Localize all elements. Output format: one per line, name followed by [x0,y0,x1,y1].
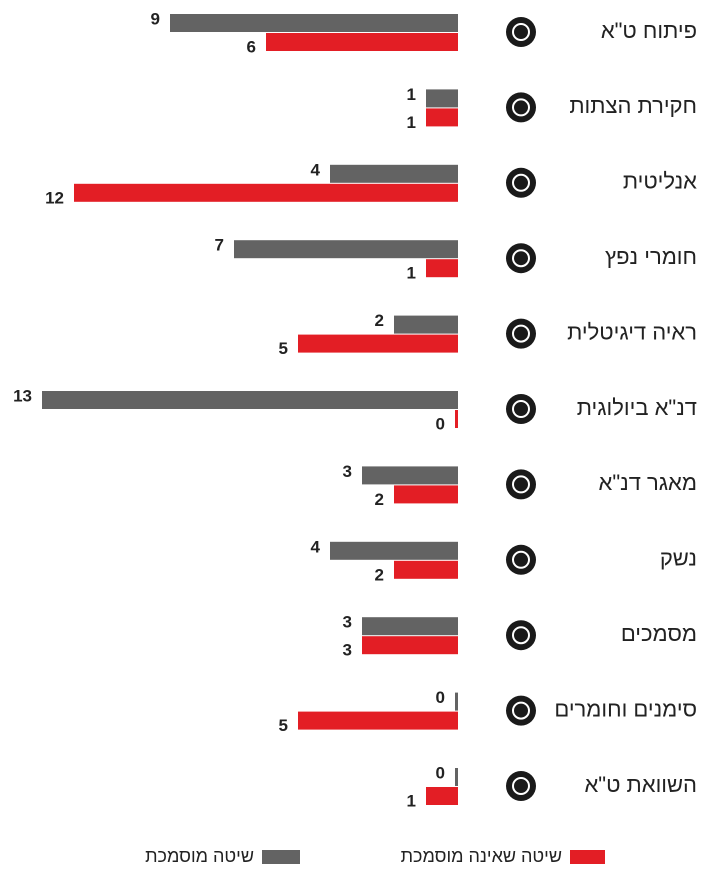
value-label: 12 [45,188,64,207]
icon-detail [512,98,530,117]
icon [506,92,536,123]
bar [426,259,458,278]
category-label: מאגר דנ"א [599,470,697,495]
icon [506,695,536,726]
icon [506,620,536,651]
bar [298,711,458,730]
legend-swatch [262,850,300,864]
category-label: פיתוח ט"א [601,18,697,43]
bar [455,768,458,786]
icon [506,544,536,575]
value-label: 4 [311,160,321,179]
value-label: 1 [407,264,416,283]
category-label: סימנים וחומרים [554,696,697,721]
icon [506,394,536,424]
icon [506,17,536,47]
value-label: 6 [247,37,256,56]
value-label: 7 [215,236,224,255]
bar [455,692,458,711]
bar [394,315,458,334]
icon-detail [512,475,530,494]
value-label: 1 [407,113,416,132]
icon [506,469,536,500]
bar [394,485,458,504]
category-label: חקירת הצתות [569,93,697,118]
bar [362,636,458,655]
category-label: השוואת ט"א [584,772,697,797]
icon-detail [512,249,530,268]
bar [266,33,458,51]
value-label: 3 [343,613,352,632]
bar [330,541,458,560]
bar [394,560,458,579]
bar [362,617,458,636]
category-label: נשק [660,546,697,571]
value-label: 2 [375,311,384,330]
icon [506,243,536,274]
value-label: 0 [436,414,445,433]
value-label: 2 [375,490,384,509]
icon-detail [512,173,530,192]
value-label: 3 [343,462,352,481]
bar [234,240,458,259]
bar [426,108,458,127]
icon [506,167,536,198]
icon-detail [512,550,530,569]
icon [506,318,536,349]
category-label: דנ"א ביולוגית [577,395,697,420]
value-label: 9 [151,9,160,28]
icon-detail [512,701,530,720]
bar [170,14,458,32]
category-label: אנליטית [623,169,697,194]
value-label: 5 [279,716,288,735]
bar [74,183,458,202]
value-label: 13 [13,386,32,405]
legend-swatch [570,850,605,864]
legend-label: שיטה מוסמכת [145,846,254,866]
bar [455,410,458,428]
category-label: חומרי נפץ [605,244,697,269]
bar [362,466,458,485]
icon-detail [512,626,530,645]
legend-label: שיטה שאינה מוסמכת [401,846,562,866]
icon-detail [512,400,530,418]
bar [298,334,458,353]
bar [426,89,458,108]
icon [506,771,536,801]
value-label: 2 [375,565,384,584]
bar [426,787,458,805]
value-label: 0 [436,688,445,707]
value-label: 5 [279,339,288,358]
bar [330,164,458,183]
category-label: מסמכים [621,621,697,646]
bar [42,391,458,409]
value-label: 3 [343,641,352,660]
icon-detail [512,23,530,41]
value-label: 1 [407,791,416,810]
value-label: 4 [311,537,321,556]
icon-detail [512,324,530,343]
value-label: 0 [436,763,445,782]
icon-detail [512,777,530,795]
category-label: ראיה דיגיטלית [567,319,697,344]
value-label: 1 [407,85,416,104]
